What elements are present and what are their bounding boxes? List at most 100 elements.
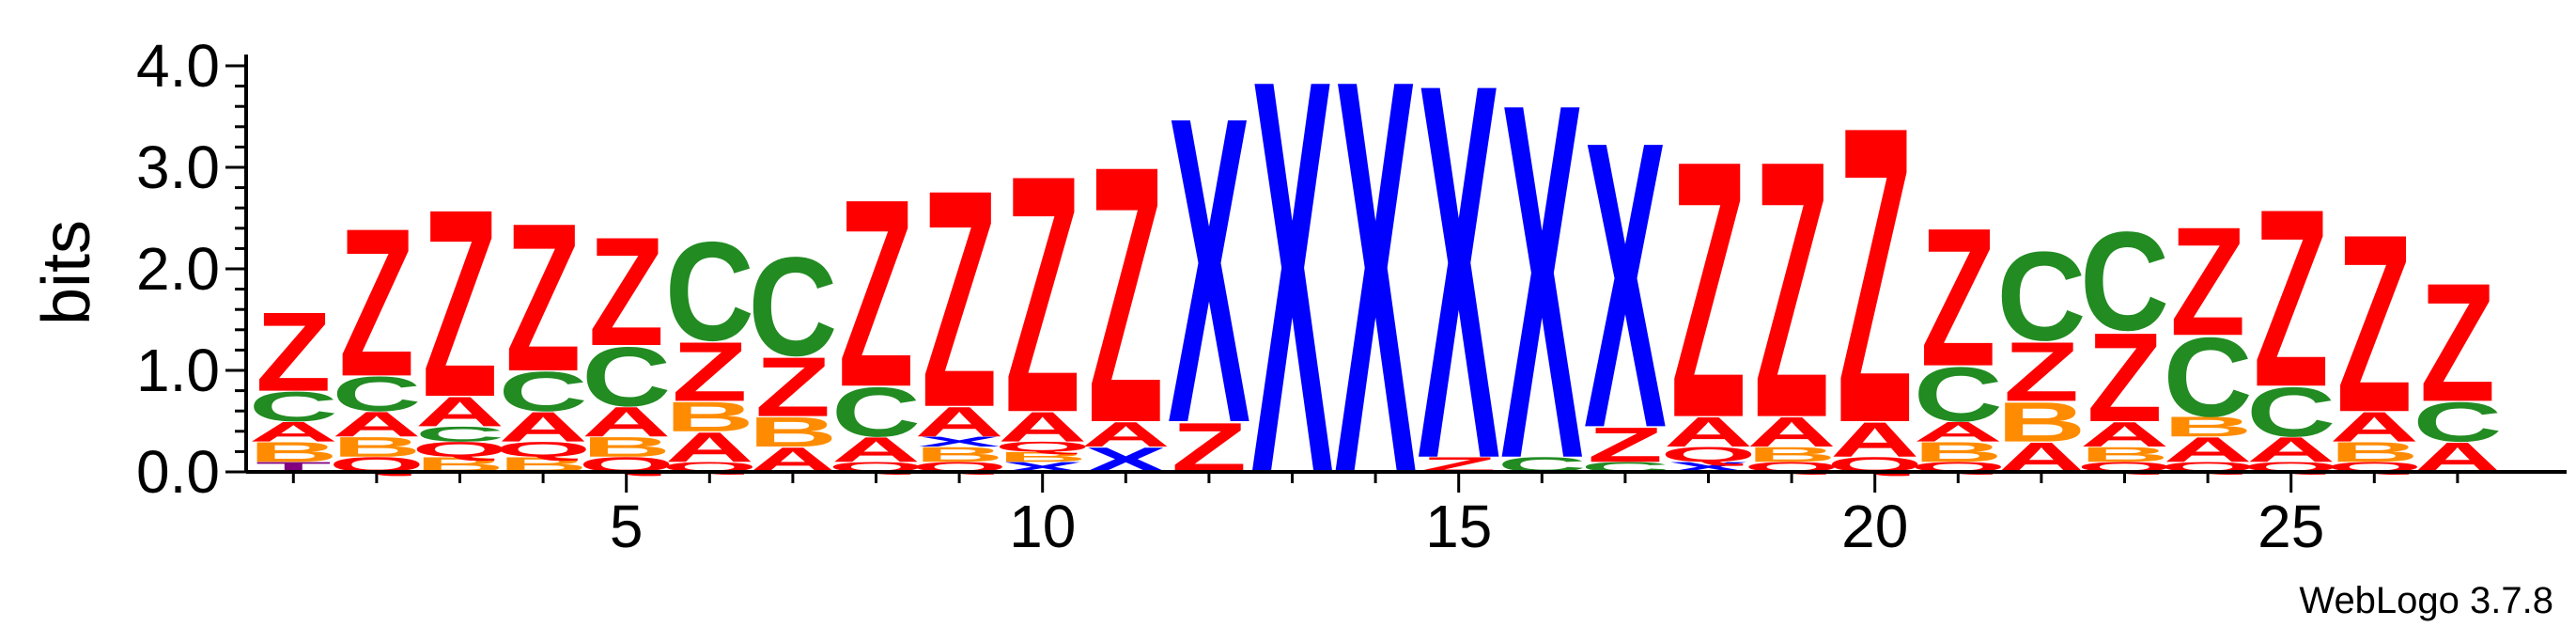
logo-column-17: CZX — [1580, 57, 1669, 514]
glyph-B: B — [2080, 443, 2169, 466]
logo-stacks: TBACZQBACZBQCAZBQACZQBACZQABZCABZCQACZQB… — [249, 0, 2503, 592]
glyph-C: C — [2080, 202, 2169, 360]
glyph-A: A — [332, 404, 421, 444]
glyph-A: A — [2164, 430, 2253, 469]
glyph-Z: Z — [1088, 90, 1163, 500]
glyph-B: B — [582, 431, 671, 462]
glyph-B: B — [249, 436, 338, 467]
glyph-A: A — [415, 388, 504, 435]
y-axis-title: bits — [29, 220, 104, 325]
glyph-Z: Z — [589, 205, 664, 379]
glyph-Q: Q — [995, 439, 1091, 455]
glyph-A: A — [2080, 415, 2169, 454]
y-axis: 0.0 1.0 2.0 3.0 4.0 — [136, 32, 248, 506]
glyph-C: C — [1996, 226, 2086, 368]
glyph-B: B — [748, 408, 837, 455]
glyph-B: B — [2164, 411, 2253, 442]
y-tick-label: 3.0 — [136, 133, 220, 201]
glyph-B: B — [2330, 436, 2419, 467]
glyph-Z: Z — [672, 324, 747, 419]
glyph-B: B — [665, 393, 754, 440]
glyph-Z: Z — [505, 180, 581, 415]
y-tick-label: 1.0 — [136, 337, 220, 404]
glyph-A: A — [1914, 416, 2003, 447]
glyph-Z: Z — [2170, 195, 2245, 368]
glyph-X: X — [1168, 27, 1250, 514]
glyph-B: B — [998, 449, 1087, 465]
y-tick-label: 0.0 — [136, 438, 220, 506]
glyph-A: A — [1830, 413, 1919, 468]
y-tick-label: 2.0 — [136, 235, 220, 303]
glyph-C: C — [249, 383, 338, 430]
glyph-A: A — [582, 398, 671, 445]
glyph-A: A — [998, 403, 1087, 450]
glyph-B: B — [915, 443, 1004, 466]
glyph-Z: Z — [755, 339, 830, 434]
logo-column-13: X — [1251, 0, 1334, 592]
glyph-A: A — [1747, 408, 1837, 455]
glyph-A: A — [831, 430, 921, 469]
glyph-A: A — [665, 423, 754, 470]
glyph-C: C — [2246, 372, 2335, 451]
logo-column-27: ACZ — [2413, 248, 2502, 480]
x-tick-label: 5 — [610, 493, 644, 560]
glyph-C: C — [665, 212, 754, 370]
glyph-A: A — [1081, 415, 1171, 454]
weblogo-version-label: WebLogo 3.7.8 — [2299, 580, 2553, 621]
logo-column-11: XAZ — [1081, 90, 1171, 500]
glyph-A: A — [249, 416, 338, 447]
glyph-Z: Z — [2004, 324, 2079, 419]
glyph-A: A — [915, 398, 1004, 445]
x-tick-label: 25 — [2258, 493, 2324, 560]
glyph-Z: Z — [838, 144, 913, 443]
glyph-A: A — [2330, 403, 2419, 450]
glyph-B: B — [1996, 390, 2086, 453]
glyph-X: X — [1584, 57, 1667, 514]
glyph-X: X — [1334, 0, 1417, 592]
x-axis: 5 10 15 20 25 — [246, 470, 2567, 560]
glyph-A: A — [2246, 430, 2335, 469]
glyph-C: C — [2413, 390, 2502, 453]
glyph-C: C — [499, 360, 588, 423]
glyph-B: B — [1747, 443, 1837, 466]
glyph-C: C — [831, 372, 921, 451]
glyph-Z: Z — [1588, 417, 1663, 473]
glyph-Z: Z — [1920, 187, 1995, 408]
logo-column-14: X — [1334, 0, 1417, 592]
glyph-Z: Z — [2420, 248, 2495, 437]
glyph-B: B — [332, 431, 421, 462]
glyph-Q: Q — [1660, 443, 1756, 466]
glyph-Z: Z — [1005, 106, 1080, 483]
glyph-Z: Z — [1838, 39, 1913, 511]
glyph-C: C — [582, 329, 671, 424]
glyph-Z: Z — [1754, 85, 1829, 494]
glyph-Z: Z — [2336, 182, 2412, 465]
glyph-X: X — [1251, 0, 1334, 592]
x-tick-label: 15 — [1425, 493, 1492, 560]
glyph-Z: Z — [339, 185, 414, 421]
glyph-A: A — [499, 403, 588, 450]
glyph-C: C — [748, 227, 837, 385]
glyph-C: C — [1914, 352, 2003, 438]
glyph-Z: Z — [2254, 157, 2329, 440]
logo-column-12: ZX — [1168, 27, 1250, 514]
y-tick-label: 4.0 — [136, 32, 220, 100]
glyph-Q: Q — [411, 438, 507, 462]
glyph-Z: Z — [256, 289, 331, 415]
glyph-C: C — [332, 367, 421, 422]
glyph-C: C — [415, 422, 504, 446]
